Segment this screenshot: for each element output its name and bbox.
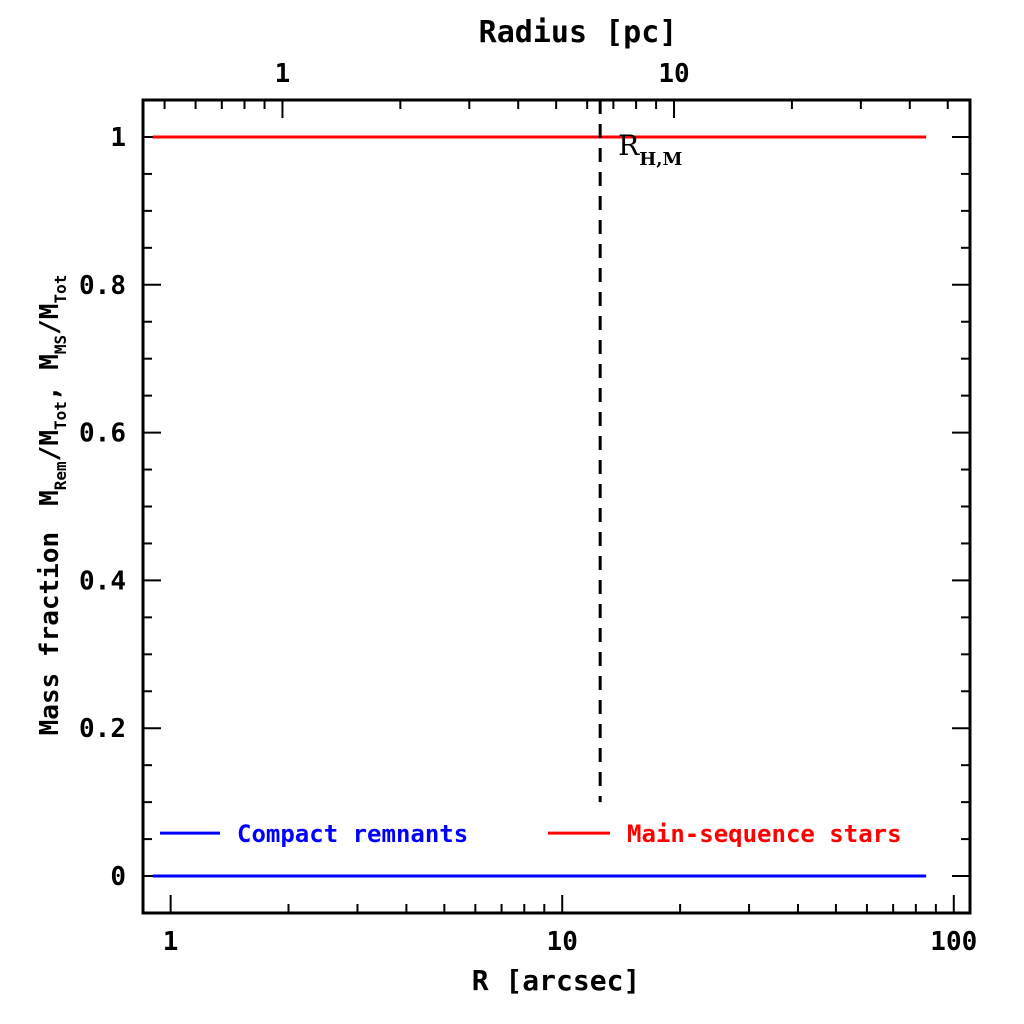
x-tick-label: 100 [930, 927, 977, 957]
y-tick-label: 0.6 [79, 419, 126, 449]
top-x-tick-label: 1 [275, 59, 291, 89]
legend: Compact remnants Main-sequence stars [160, 820, 902, 848]
series-layer [152, 135, 927, 878]
x-tick-labels: 1 10 100 [163, 927, 977, 957]
y-axis-label: Mass fractionMRem/MTot, MMS/MTot [35, 275, 70, 736]
legend-label: Compact remnants [237, 820, 468, 848]
half-mass-radius-label: RH,M [618, 129, 682, 170]
x-tick-label: 1 [163, 927, 179, 957]
x-axis-label: R [arcsec] [472, 964, 641, 997]
top-x-tick-label: 10 [658, 59, 689, 89]
y-tick-label: 0.4 [79, 566, 126, 596]
top-x-axis-label: Radius [pc] [479, 15, 678, 50]
y-tick-label: 0.2 [79, 714, 126, 744]
y-tick-label: 0.8 [79, 271, 126, 301]
top-x-tick-labels: 1 10 [275, 59, 690, 89]
x-tick-label: 10 [547, 927, 578, 957]
y-tick-labels: 0 0.2 0.4 0.6 0.8 1 [79, 123, 126, 892]
y-tick-label: 0 [110, 862, 126, 892]
axis-ticks [143, 100, 970, 913]
plot-frame [141, 98, 972, 915]
y-tick-label: 1 [110, 123, 126, 153]
legend-label: Main-sequence stars [627, 820, 902, 848]
